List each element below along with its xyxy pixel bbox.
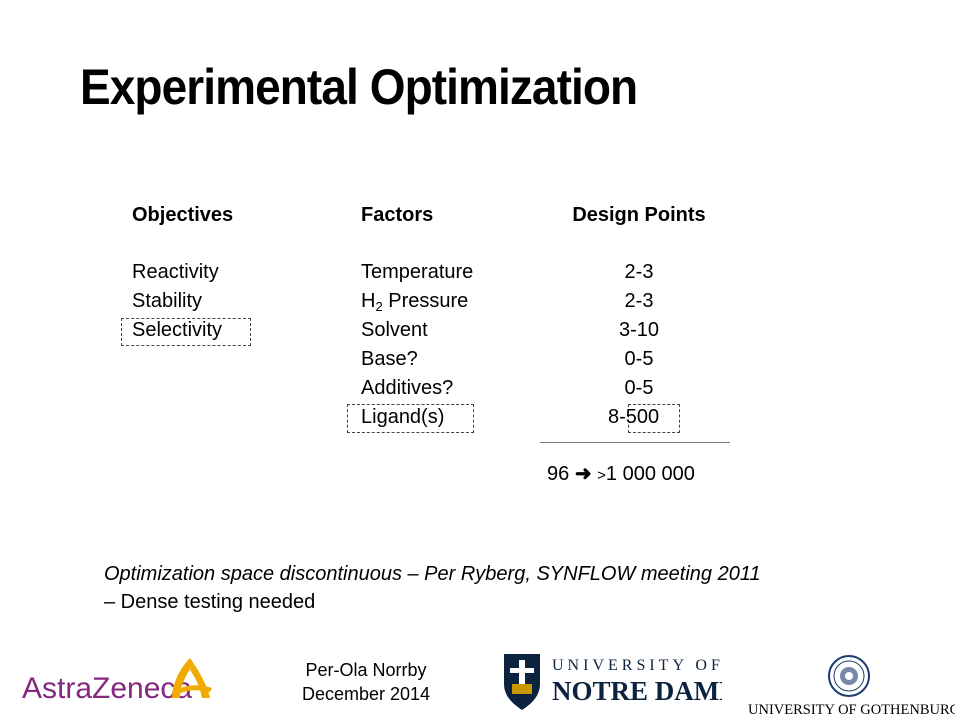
factor-solvent: Solvent xyxy=(361,319,428,341)
objective-reactivity: Reactivity xyxy=(132,261,219,283)
objectives-header: Objectives xyxy=(132,204,234,226)
astrazeneca-logo: AstraZeneca xyxy=(22,654,222,710)
gothenburg-logo: UNIVERSITY OF GOTHENBURG xyxy=(745,652,960,718)
astrazeneca-swoosh-icon xyxy=(172,658,212,698)
svg-text:UNIVERSITY OF GOTHENBURG: UNIVERSITY OF GOTHENBURG xyxy=(748,702,955,718)
quote-continuation: – Dense testing needed xyxy=(104,591,316,613)
presenter-info: Per-Ola Norrby December 2014 xyxy=(266,658,466,706)
sum-divider xyxy=(540,442,730,443)
design-point-total: 96 ➜ >1 000 000 xyxy=(547,460,695,490)
design-points-header: Design Points xyxy=(572,204,706,226)
design-point-temperature: 2-3 xyxy=(624,261,654,283)
svg-text:NOTRE DAME: NOTRE DAME xyxy=(552,676,722,706)
factor-additives: Additives? xyxy=(361,377,454,399)
gothenburg-seal-icon xyxy=(828,655,870,697)
design-point-pressure: 2-3 xyxy=(624,290,654,312)
factor-h2-pressure: H2 Pressure xyxy=(361,290,469,314)
ligand-highlight-box xyxy=(347,404,474,433)
quote-line: Optimization space discontinuous – Per R… xyxy=(104,563,761,585)
ligand-500-highlight-box xyxy=(628,404,680,433)
design-point-base: 0-5 xyxy=(624,348,654,370)
slide-title: Experimental Optimization xyxy=(80,59,638,115)
svg-text:AstraZeneca: AstraZeneca xyxy=(22,672,192,705)
svg-text:UNIVERSITY OF: UNIVERSITY OF xyxy=(552,657,722,674)
design-point-ligands: 8-500 xyxy=(608,406,660,428)
factors-header: Factors xyxy=(361,204,434,226)
selectivity-highlight-box xyxy=(121,318,251,346)
notre-dame-shield-icon xyxy=(504,654,540,710)
factor-base: Base? xyxy=(361,348,418,370)
notre-dame-logo: UNIVERSITY OF NOTRE DAME xyxy=(500,650,737,712)
design-point-solvent: 3-10 xyxy=(618,319,660,341)
factor-temperature: Temperature xyxy=(361,261,474,283)
arrow-right-icon: ➜ xyxy=(574,463,592,485)
presentation-date: December 2014 xyxy=(301,684,431,704)
objective-selectivity: Selectivity xyxy=(132,319,223,341)
presenter-name: Per-Ola Norrby xyxy=(305,660,427,680)
design-point-additives: 0-5 xyxy=(624,377,654,399)
objective-stability: Stability xyxy=(132,290,203,312)
factor-ligands: Ligand(s) xyxy=(361,406,445,428)
